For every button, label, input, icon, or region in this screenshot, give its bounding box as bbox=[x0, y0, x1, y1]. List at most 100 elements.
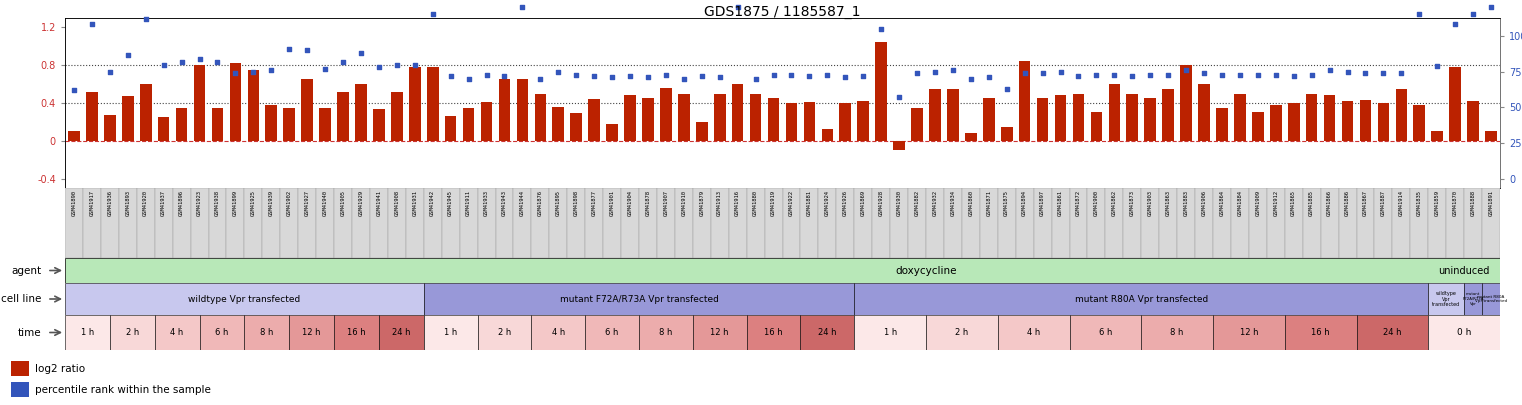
Point bbox=[1461, 11, 1485, 18]
Bar bbox=[1266, 188, 1285, 258]
Text: GSM41865: GSM41865 bbox=[1291, 190, 1297, 216]
Point bbox=[618, 73, 642, 79]
Bar bbox=[516, 79, 528, 141]
Bar bbox=[87, 92, 97, 141]
Bar bbox=[1142, 188, 1160, 258]
Bar bbox=[212, 108, 224, 141]
Text: 8 h: 8 h bbox=[659, 328, 673, 337]
Bar bbox=[103, 115, 116, 141]
Bar bbox=[568, 188, 584, 258]
Bar bbox=[175, 108, 187, 141]
Text: GSM41943: GSM41943 bbox=[502, 190, 507, 216]
Bar bbox=[801, 315, 854, 350]
Bar bbox=[983, 98, 994, 141]
Point bbox=[97, 68, 122, 75]
Point bbox=[708, 74, 732, 81]
Text: GSM41941: GSM41941 bbox=[376, 190, 382, 216]
Bar bbox=[370, 188, 388, 258]
Bar bbox=[172, 188, 190, 258]
Text: GSM41905: GSM41905 bbox=[341, 190, 345, 216]
Point bbox=[761, 71, 785, 78]
Bar bbox=[925, 315, 998, 350]
Bar bbox=[1073, 94, 1084, 141]
Bar bbox=[819, 188, 836, 258]
Text: 24 h: 24 h bbox=[819, 328, 837, 337]
Text: 12 h: 12 h bbox=[303, 328, 321, 337]
Text: GSM41913: GSM41913 bbox=[717, 190, 723, 216]
Text: 24 h: 24 h bbox=[1383, 328, 1402, 337]
Point bbox=[689, 73, 714, 79]
Text: GSM41863: GSM41863 bbox=[1166, 190, 1170, 216]
Bar bbox=[478, 188, 496, 258]
Text: GSM41881: GSM41881 bbox=[807, 190, 811, 216]
Bar bbox=[1234, 94, 1245, 141]
Bar bbox=[909, 188, 925, 258]
Bar bbox=[531, 315, 584, 350]
Text: uninduced: uninduced bbox=[1438, 266, 1490, 275]
Bar bbox=[534, 94, 546, 141]
Text: cell line: cell line bbox=[2, 294, 41, 304]
Text: mutant R80A
Vpr transfected: mutant R80A Vpr transfected bbox=[1475, 295, 1507, 303]
Bar bbox=[289, 315, 333, 350]
Point bbox=[1049, 68, 1073, 75]
Bar bbox=[1001, 127, 1012, 141]
Bar bbox=[1160, 188, 1177, 258]
Bar bbox=[499, 79, 510, 141]
Text: GSM41944: GSM41944 bbox=[521, 190, 525, 216]
Text: GSM41880: GSM41880 bbox=[753, 190, 758, 216]
Point bbox=[906, 70, 930, 77]
Point bbox=[1300, 71, 1324, 78]
Text: GSM41872: GSM41872 bbox=[1076, 190, 1081, 216]
Bar bbox=[549, 188, 568, 258]
Bar bbox=[110, 315, 155, 350]
Text: GSM41910: GSM41910 bbox=[682, 190, 686, 216]
Point bbox=[1210, 71, 1234, 78]
Bar bbox=[209, 188, 227, 258]
Text: GSM41869: GSM41869 bbox=[861, 190, 866, 216]
Bar bbox=[998, 315, 1070, 350]
Point bbox=[528, 76, 552, 82]
Text: GSM41899: GSM41899 bbox=[233, 190, 237, 216]
Bar bbox=[301, 79, 314, 141]
Text: 2 h: 2 h bbox=[956, 328, 968, 337]
Text: GSM41934: GSM41934 bbox=[950, 190, 956, 216]
Bar bbox=[245, 315, 289, 350]
Point bbox=[581, 73, 606, 79]
Bar bbox=[317, 188, 333, 258]
Bar bbox=[714, 94, 726, 141]
Bar bbox=[65, 283, 423, 315]
Text: 16 h: 16 h bbox=[347, 328, 365, 337]
Text: 6 h: 6 h bbox=[606, 328, 619, 337]
Bar bbox=[1216, 108, 1228, 141]
Bar bbox=[624, 96, 636, 141]
Text: GSM41867: GSM41867 bbox=[1364, 190, 1368, 216]
Bar bbox=[1198, 84, 1210, 141]
Point bbox=[654, 71, 679, 78]
Bar bbox=[674, 188, 693, 258]
Bar bbox=[804, 102, 816, 141]
Point bbox=[1353, 70, 1377, 77]
Bar bbox=[1142, 315, 1213, 350]
Bar bbox=[893, 141, 906, 150]
Text: GSM41883: GSM41883 bbox=[1184, 190, 1189, 216]
Point bbox=[169, 58, 193, 65]
Bar bbox=[571, 113, 581, 141]
Bar bbox=[1321, 188, 1338, 258]
Bar bbox=[352, 188, 370, 258]
Text: GSM41876: GSM41876 bbox=[537, 190, 543, 216]
Bar bbox=[426, 67, 438, 141]
Text: GSM41919: GSM41919 bbox=[772, 190, 776, 216]
Text: 4 h: 4 h bbox=[551, 328, 565, 337]
Bar bbox=[373, 109, 385, 141]
Point bbox=[779, 71, 804, 78]
Text: 1 h: 1 h bbox=[883, 328, 896, 337]
Text: 8 h: 8 h bbox=[260, 328, 274, 337]
Bar bbox=[1414, 105, 1425, 141]
Point bbox=[743, 76, 767, 82]
Point bbox=[1479, 4, 1504, 11]
Bar bbox=[199, 315, 245, 350]
Text: 6 h: 6 h bbox=[215, 328, 228, 337]
Bar bbox=[1091, 113, 1102, 141]
Bar bbox=[1431, 131, 1443, 141]
Text: 1 h: 1 h bbox=[444, 328, 457, 337]
